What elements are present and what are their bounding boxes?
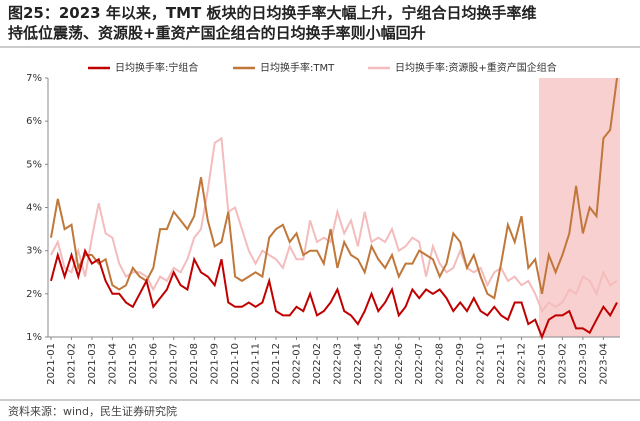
x-tick-label: 2022-07: [414, 343, 425, 385]
x-tick-label: 2021-06: [148, 343, 159, 385]
legend-label: 日均换手率:TMT: [260, 61, 335, 74]
source: 资料来源：wind，民生证券研究院: [8, 404, 177, 418]
x-tick-label: 2021-09: [210, 343, 221, 385]
x-tick-label: 2022-05: [373, 343, 384, 385]
y-tick-label: 6%: [26, 116, 42, 127]
y-tick-label: 7%: [26, 73, 42, 84]
x-tick-label: 2022-12: [517, 343, 528, 385]
x-tick-label: 2023-03: [578, 343, 589, 385]
x-tick-label: 2021-03: [87, 343, 98, 385]
x-tick-label: 2021-07: [169, 343, 180, 385]
x-tick-label: 2022-01: [291, 343, 302, 385]
x-tick-label: 2021-05: [128, 343, 139, 385]
x-tick-label: 2023-04: [598, 343, 609, 385]
y-tick-label: 4%: [26, 203, 42, 214]
x-tick-label: 2021-11: [251, 343, 262, 385]
x-tick-label: 2021-04: [107, 343, 118, 385]
y-tick-label: 5%: [26, 159, 42, 170]
x-tick-label: 2021-12: [271, 343, 282, 385]
x-tick-label: 2022-08: [435, 343, 446, 385]
x-tick-label: 2022-10: [476, 343, 487, 385]
x-tick-label: 2022-11: [496, 343, 507, 385]
legend-label: 日均换手率:资源股+重资产国企组合: [395, 61, 557, 74]
series-line: [50, 247, 618, 340]
y-tick-label: 3%: [26, 246, 42, 257]
x-tick-label: 2022-04: [353, 343, 364, 385]
x-tick-label: 2023-02: [557, 343, 568, 385]
x-tick-label: 2022-02: [312, 343, 323, 385]
x-tick-label: 2021-02: [66, 343, 77, 385]
x-tick-label: 2021-10: [230, 343, 241, 385]
x-tick-label: 2023-01: [537, 343, 548, 385]
series-line: [50, 136, 618, 314]
y-tick-label: 2%: [26, 289, 42, 300]
series-line: [50, 77, 618, 300]
x-tick-label: 2022-06: [394, 343, 405, 385]
x-tick-label: 2021-01: [46, 343, 57, 385]
chart-title: 持低位震荡、资源股+重资产国企组合的日均换手率则小幅回升: [8, 24, 426, 42]
chart-title: 图25：2023 年以来，TMT 板块的日均换手率大幅上升，宁组合日均换手率维: [8, 4, 536, 22]
x-tick-label: 2022-09: [455, 343, 466, 385]
x-tick-label: 2021-08: [189, 343, 200, 385]
legend-label: 日均换手率:宁组合: [115, 61, 198, 74]
x-tick-label: 2022-03: [332, 343, 343, 385]
y-tick-label: 1%: [26, 332, 42, 343]
